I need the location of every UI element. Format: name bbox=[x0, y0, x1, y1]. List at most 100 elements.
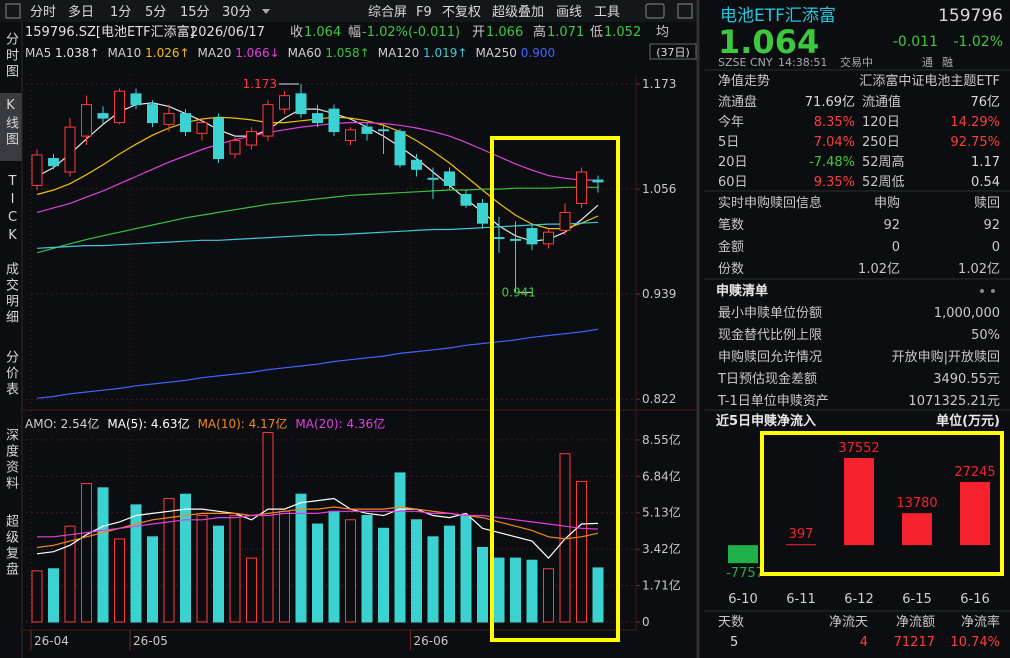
dropdown-caret bbox=[262, 9, 270, 14]
candle-body bbox=[97, 113, 109, 119]
ma-line bbox=[36, 221, 599, 249]
legend-value: 2.54亿 bbox=[60, 417, 100, 431]
candle-body bbox=[295, 93, 307, 115]
flow-bar bbox=[960, 481, 990, 546]
tool-button[interactable]: F9 bbox=[416, 4, 432, 20]
tool-button[interactable]: 综合屏 bbox=[368, 4, 408, 20]
tool-button[interactable]: 画线 bbox=[556, 4, 583, 20]
icon-dot[interactable] bbox=[980, 289, 984, 293]
volume-bar bbox=[576, 480, 587, 623]
period-tab[interactable]: 15分 bbox=[180, 4, 210, 20]
status: SZSE bbox=[718, 55, 747, 69]
stat-value: 1.17 bbox=[971, 154, 1000, 170]
period-tab[interactable]: 30分 bbox=[222, 4, 252, 20]
legend-value: 4.63亿 bbox=[150, 417, 190, 431]
legend-entry: MA20 1.066↓ bbox=[198, 45, 280, 61]
quote-label: 低 bbox=[590, 24, 604, 40]
quote-value: 1.052 bbox=[604, 24, 642, 40]
volume-bar bbox=[345, 519, 356, 623]
row-value: 1071325.21元 bbox=[908, 393, 1000, 409]
highlight-box bbox=[760, 431, 1004, 576]
flow-bar bbox=[728, 545, 758, 564]
menu-icon[interactable] bbox=[5, 3, 21, 19]
row-label: 金额 bbox=[718, 239, 745, 255]
stat-label: 流通盘 bbox=[718, 94, 758, 110]
wp-icon[interactable] bbox=[677, 3, 693, 19]
legend-name: MA120 bbox=[377, 46, 420, 60]
legend-entry: MA60 1.058↑ bbox=[288, 45, 370, 61]
icon-dot[interactable] bbox=[991, 289, 995, 293]
legend-value: 4.36亿 bbox=[346, 417, 386, 431]
x-tick-label: 6-16 bbox=[960, 592, 990, 607]
candle-body bbox=[262, 104, 274, 137]
side-tab[interactable]: 分价表 bbox=[3, 350, 18, 398]
active-tab-bg bbox=[0, 93, 22, 161]
y-tick-label: 8.55亿 bbox=[642, 432, 681, 447]
change-pct: -1.02% bbox=[953, 34, 1003, 50]
quote-label: 高 bbox=[533, 24, 547, 40]
side-tab[interactable]: 分时图 bbox=[3, 32, 18, 80]
legend-entry: MA(5): 4.63亿 bbox=[107, 416, 189, 432]
candle-body bbox=[427, 177, 439, 180]
tool-button[interactable]: 工具 bbox=[594, 4, 621, 20]
row-value: 92 bbox=[883, 217, 900, 233]
candle-body bbox=[147, 104, 158, 124]
candle-body bbox=[444, 171, 455, 186]
stat-header: 净流额 bbox=[895, 614, 935, 630]
volume-bar bbox=[81, 483, 92, 623]
y-tick-label: 1.71亿 bbox=[642, 578, 681, 593]
legend-entry: MA5 1.038↑ bbox=[25, 45, 99, 61]
side-tab[interactable]: TICK bbox=[5, 174, 20, 246]
period-button-box[interactable] bbox=[649, 43, 697, 60]
legend-name: MA5 bbox=[25, 46, 52, 60]
y-tick-label: 0 bbox=[642, 615, 650, 629]
period-button[interactable]: (37日) bbox=[656, 45, 690, 59]
search-icon[interactable] bbox=[645, 3, 665, 19]
candle-body bbox=[477, 202, 488, 224]
period-tab[interactable]: 1分 bbox=[110, 4, 132, 20]
ma-line bbox=[36, 497, 599, 559]
period-tab[interactable]: 分时 bbox=[30, 4, 57, 20]
volume-bar bbox=[48, 568, 59, 623]
panel-lines bbox=[704, 69, 1010, 612]
flow-bar bbox=[902, 513, 932, 546]
legend-value: 1.058↑ bbox=[325, 46, 370, 60]
x-tick-label: 6-15 bbox=[902, 592, 932, 607]
col-header: 申购 bbox=[873, 195, 900, 211]
volume-legend: AMO: 2.54亿 MA(5): 4.63亿 MA(10): 4.17亿 MA(20… bbox=[25, 416, 385, 432]
flow-unit: 单位(万元) bbox=[936, 413, 1000, 429]
row-value: 1.02亿 bbox=[958, 261, 1000, 277]
volume-bar bbox=[31, 570, 43, 623]
tool-button[interactable]: 不复权 bbox=[442, 4, 482, 20]
x-tick-label: 26-04 bbox=[34, 634, 69, 648]
quote-label: 开 bbox=[472, 24, 486, 40]
row-value: 0 bbox=[991, 239, 1000, 255]
stat-header: 天数 bbox=[718, 614, 745, 630]
nav-label[interactable]: 净值走势 bbox=[718, 73, 771, 89]
volume-bar bbox=[64, 525, 76, 623]
row-value: 1,000,000 bbox=[933, 305, 1000, 321]
section-title: 申赎清单 bbox=[716, 283, 769, 299]
volume-bar bbox=[262, 431, 274, 623]
side-tab[interactable]: 超级复盘 bbox=[3, 514, 18, 578]
candle-body bbox=[328, 108, 340, 133]
y-tick-label: 5.13亿 bbox=[642, 505, 681, 520]
flow-bar bbox=[786, 544, 816, 546]
legend-name: MA(10): bbox=[197, 417, 245, 431]
tool-button[interactable]: 超级叠加 bbox=[492, 4, 545, 20]
period-tab[interactable]: 多日 bbox=[68, 4, 95, 20]
volume-bar bbox=[477, 546, 488, 623]
volume-bar bbox=[444, 525, 455, 623]
volume-bar bbox=[147, 536, 158, 623]
legend-value: 4.17亿 bbox=[248, 417, 288, 431]
value-label: 37552 bbox=[838, 441, 879, 456]
stat-value: -7.48% bbox=[809, 154, 855, 170]
period-tab[interactable]: 5分 bbox=[145, 4, 167, 20]
stat-label: 20日 bbox=[718, 154, 748, 170]
side-tab[interactable]: 成交明细 bbox=[3, 262, 18, 326]
side-tab[interactable]: 深度资料 bbox=[3, 428, 18, 492]
side-tab[interactable]: K线图 bbox=[3, 98, 18, 148]
volume-bar bbox=[411, 519, 422, 623]
highlight-box bbox=[490, 136, 620, 642]
stat-label: 120日 bbox=[862, 114, 900, 130]
